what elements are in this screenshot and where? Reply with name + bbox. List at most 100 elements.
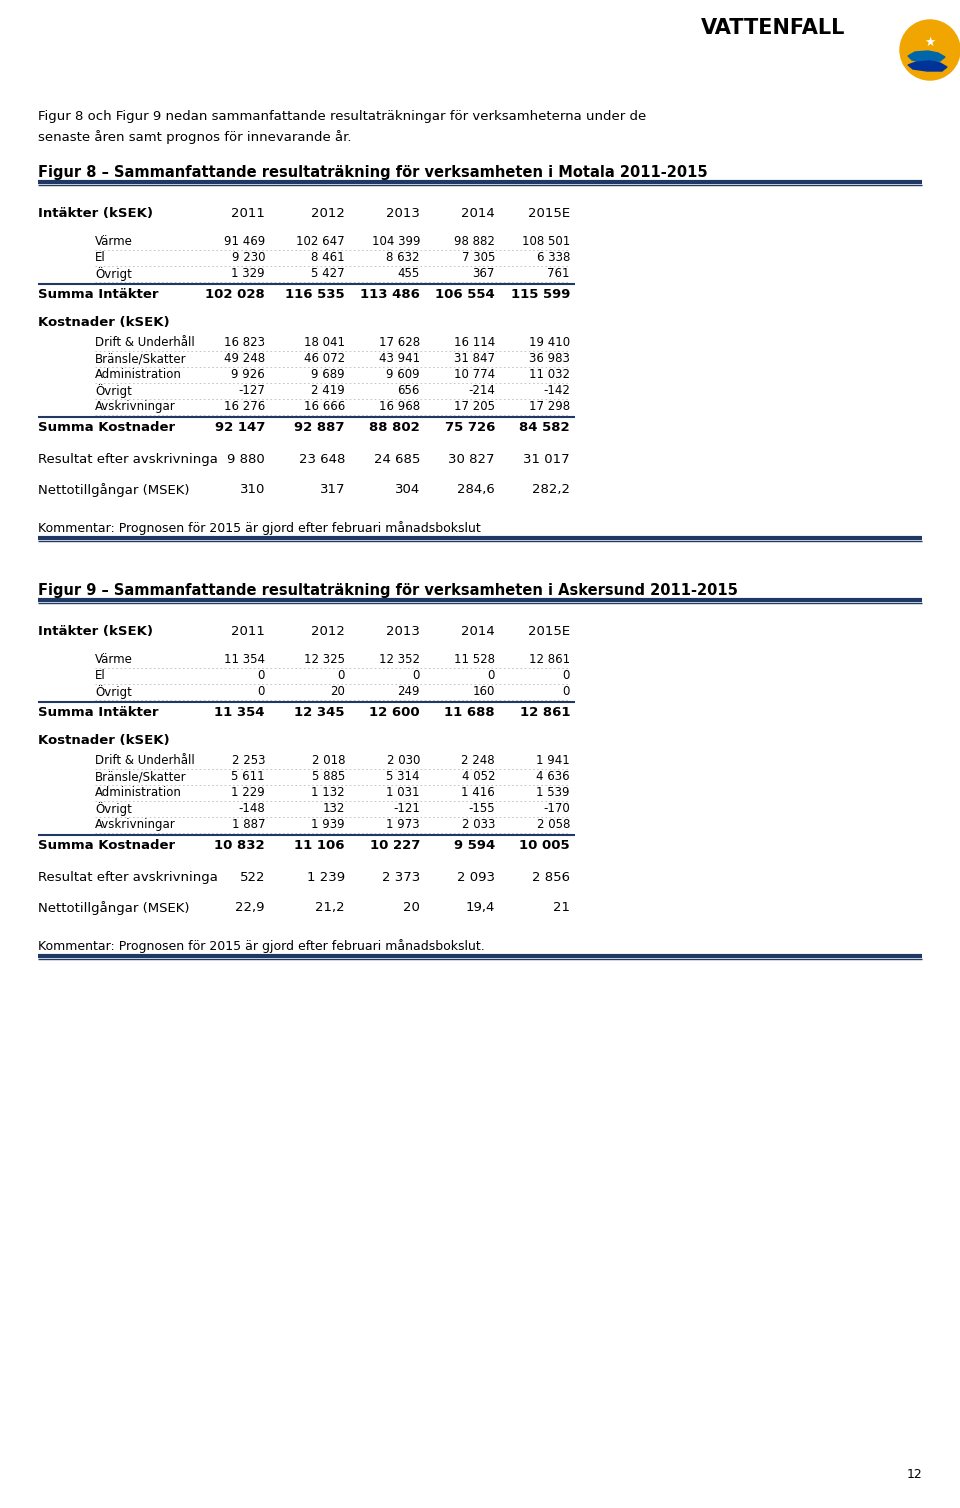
Text: 12 861: 12 861: [519, 706, 570, 719]
Text: 1 539: 1 539: [537, 786, 570, 799]
Text: 92 887: 92 887: [295, 421, 345, 434]
Text: 317: 317: [320, 483, 345, 496]
Text: Figur 8 och Figur 9 nedan sammanfattande resultaträkningar för verksamheterna un: Figur 8 och Figur 9 nedan sammanfattande…: [38, 110, 646, 124]
Text: Summa Kostnader: Summa Kostnader: [38, 421, 175, 434]
Text: 10 774: 10 774: [454, 368, 495, 382]
Text: 21,2: 21,2: [316, 900, 345, 914]
Text: 2012: 2012: [311, 207, 345, 220]
Text: 10 005: 10 005: [519, 838, 570, 852]
Text: Nettotillgångar (MSEK): Nettotillgångar (MSEK): [38, 900, 189, 915]
Text: 249: 249: [397, 685, 420, 698]
Text: 1 416: 1 416: [461, 786, 495, 799]
Text: senaste åren samt prognos för innevarande år.: senaste åren samt prognos för innevarand…: [38, 130, 351, 143]
Text: 1 229: 1 229: [231, 786, 265, 799]
Text: Avskrivningar: Avskrivningar: [95, 400, 176, 413]
Text: 2 419: 2 419: [311, 385, 345, 397]
Text: 88 802: 88 802: [370, 421, 420, 434]
Text: El: El: [95, 670, 106, 682]
Text: 310: 310: [240, 483, 265, 496]
Text: 104 399: 104 399: [372, 235, 420, 247]
Text: 1 887: 1 887: [231, 817, 265, 831]
Text: 0: 0: [563, 685, 570, 698]
Text: 9 609: 9 609: [386, 368, 420, 382]
Text: 9 594: 9 594: [454, 838, 495, 852]
Text: 5 427: 5 427: [311, 267, 345, 280]
Text: 36 983: 36 983: [529, 351, 570, 365]
Text: 84 582: 84 582: [519, 421, 570, 434]
Text: 2 373: 2 373: [382, 872, 420, 884]
Text: 2015E: 2015E: [528, 624, 570, 638]
Text: Kommentar: Prognosen för 2015 är gjord efter februari månadsbokslut: Kommentar: Prognosen för 2015 är gjord e…: [38, 520, 481, 535]
Text: Värme: Värme: [95, 653, 132, 667]
Text: 2014: 2014: [461, 624, 495, 638]
Text: 6 338: 6 338: [537, 250, 570, 264]
Text: 16 968: 16 968: [379, 400, 420, 413]
Text: 98 882: 98 882: [454, 235, 495, 247]
Text: 304: 304: [395, 483, 420, 496]
Text: 12 325: 12 325: [304, 653, 345, 667]
Text: Summa Intäkter: Summa Intäkter: [38, 706, 158, 719]
Text: -121: -121: [394, 802, 420, 814]
Text: -170: -170: [543, 802, 570, 814]
Text: 656: 656: [397, 385, 420, 397]
Text: 132: 132: [323, 802, 345, 814]
Polygon shape: [908, 60, 947, 71]
Text: 12 345: 12 345: [295, 706, 345, 719]
Text: 11 688: 11 688: [444, 706, 495, 719]
Text: 2013: 2013: [386, 207, 420, 220]
Text: Summa Intäkter: Summa Intäkter: [38, 288, 158, 302]
Text: 367: 367: [472, 267, 495, 280]
Text: 2011: 2011: [231, 207, 265, 220]
Text: ★: ★: [924, 36, 936, 48]
Text: Nettotillgångar (MSEK): Nettotillgångar (MSEK): [38, 483, 189, 498]
Text: 16 276: 16 276: [224, 400, 265, 413]
Text: 102 028: 102 028: [205, 288, 265, 302]
Text: Intäkter (kSEK): Intäkter (kSEK): [38, 207, 153, 220]
Text: 9 926: 9 926: [231, 368, 265, 382]
Text: Kostnader (kSEK): Kostnader (kSEK): [38, 317, 170, 329]
Text: 7 305: 7 305: [462, 250, 495, 264]
Text: Övrigt: Övrigt: [95, 385, 132, 398]
Text: 1 031: 1 031: [387, 786, 420, 799]
Text: 24 685: 24 685: [373, 452, 420, 466]
Text: 2 018: 2 018: [311, 754, 345, 768]
Text: 12: 12: [906, 1467, 922, 1481]
Text: 92 147: 92 147: [215, 421, 265, 434]
Text: 5 885: 5 885: [312, 771, 345, 783]
Text: 23 648: 23 648: [299, 452, 345, 466]
Text: 0: 0: [338, 670, 345, 682]
Text: Övrigt: Övrigt: [95, 685, 132, 700]
Text: 10 832: 10 832: [214, 838, 265, 852]
Text: 75 726: 75 726: [444, 421, 495, 434]
Text: Figur 8 – Sammanfattande resultaträkning för verksamheten i Motala 2011-2015: Figur 8 – Sammanfattande resultaträkning…: [38, 164, 708, 179]
Circle shape: [900, 20, 960, 80]
Text: VATTENFALL: VATTENFALL: [701, 18, 845, 38]
Text: 0: 0: [488, 670, 495, 682]
Text: 11 354: 11 354: [224, 653, 265, 667]
Text: 16 823: 16 823: [224, 336, 265, 348]
Text: 9 689: 9 689: [311, 368, 345, 382]
Text: -148: -148: [238, 802, 265, 814]
Text: 17 628: 17 628: [379, 336, 420, 348]
Text: Administration: Administration: [95, 368, 181, 382]
Text: 31 017: 31 017: [523, 452, 570, 466]
Text: 113 486: 113 486: [360, 288, 420, 302]
Text: 0: 0: [257, 670, 265, 682]
Text: 12 352: 12 352: [379, 653, 420, 667]
Text: 19 410: 19 410: [529, 336, 570, 348]
Text: 9 230: 9 230: [231, 250, 265, 264]
Text: 2011: 2011: [231, 624, 265, 638]
Text: 116 535: 116 535: [285, 288, 345, 302]
Text: -214: -214: [468, 385, 495, 397]
Text: 11 354: 11 354: [214, 706, 265, 719]
Text: 2015E: 2015E: [528, 207, 570, 220]
Text: 16 666: 16 666: [303, 400, 345, 413]
Text: 20: 20: [330, 685, 345, 698]
Text: 49 248: 49 248: [224, 351, 265, 365]
Text: 2 093: 2 093: [457, 872, 495, 884]
Text: 2013: 2013: [386, 624, 420, 638]
Text: Intäkter (kSEK): Intäkter (kSEK): [38, 624, 153, 638]
Text: 0: 0: [413, 670, 420, 682]
Text: -142: -142: [543, 385, 570, 397]
Text: 522: 522: [239, 872, 265, 884]
